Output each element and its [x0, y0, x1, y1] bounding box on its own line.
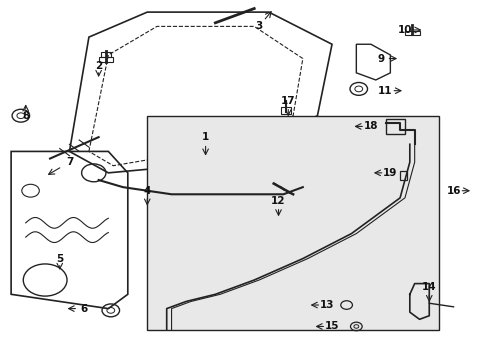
Text: 17: 17: [281, 96, 295, 107]
Bar: [101, 53, 111, 57]
Text: 5: 5: [56, 253, 63, 264]
Text: 18: 18: [363, 121, 377, 131]
Bar: [99, 57, 113, 62]
Text: 11: 11: [378, 86, 392, 96]
Text: 10: 10: [397, 25, 411, 35]
Text: 6: 6: [80, 303, 87, 314]
Bar: [399, 171, 407, 180]
Text: 15: 15: [324, 321, 339, 332]
Text: 4: 4: [143, 186, 151, 196]
Bar: [404, 31, 419, 35]
Text: 7: 7: [66, 157, 73, 167]
Text: 2: 2: [95, 61, 102, 71]
Text: 12: 12: [271, 197, 285, 206]
Text: 9: 9: [376, 54, 384, 64]
Bar: [147, 116, 438, 330]
Text: 16: 16: [446, 186, 460, 196]
Bar: [385, 119, 404, 134]
Text: 8: 8: [22, 111, 29, 121]
Bar: [281, 107, 290, 113]
Text: 14: 14: [421, 282, 436, 292]
Text: 1: 1: [202, 132, 209, 142]
Text: 3: 3: [255, 21, 262, 31]
Text: 19: 19: [383, 168, 397, 178]
Text: 13: 13: [319, 300, 334, 310]
